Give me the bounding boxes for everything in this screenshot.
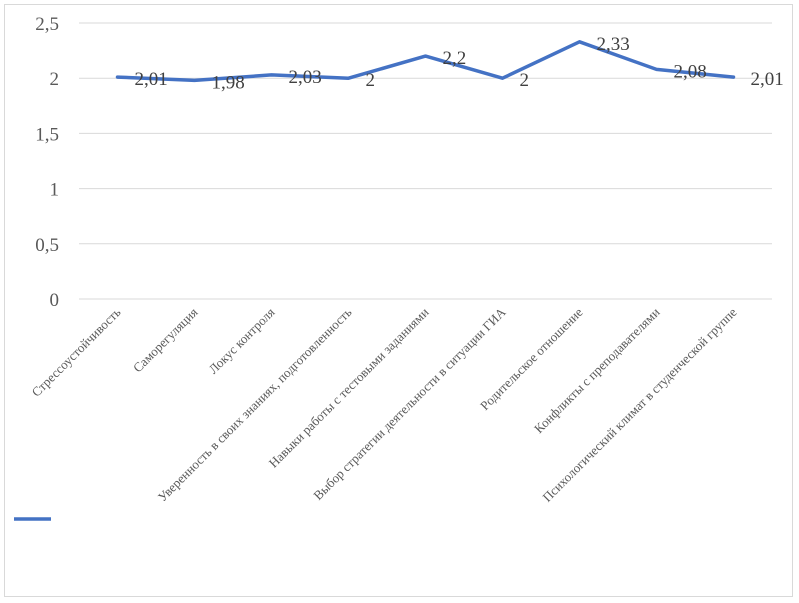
- x-axis-categories: Стрессоустойчивость Саморегуляция Локус ко…: [29, 304, 740, 505]
- data-label: 2,03: [289, 67, 322, 88]
- data-labels: 2,01 1,98 2,03 2 2,2 2 2,33 2,08 2,01: [135, 34, 784, 94]
- gridlines: [79, 22, 772, 300]
- data-label: 1,98: [212, 72, 245, 93]
- x-category-label: Локус контроля: [206, 305, 278, 377]
- series-line: [115, 40, 736, 83]
- chart-area: [4, 4, 793, 597]
- data-label: 2: [520, 70, 530, 91]
- x-category-label: Конфликты с преподавателями: [531, 304, 663, 436]
- x-category-label: Стрессоустойчивость: [29, 304, 124, 399]
- series-group: [115, 40, 736, 83]
- data-label: 2,01: [135, 69, 168, 90]
- y-tick-label: 0: [50, 290, 60, 311]
- y-tick-label: 2: [50, 69, 60, 90]
- data-label: 2,2: [443, 48, 467, 69]
- y-tick-label: 2,5: [35, 14, 59, 35]
- y-tick-label: 0,5: [35, 235, 59, 256]
- y-axis-ticks: 0 0,5 1 1,5 2 2,5: [35, 14, 59, 311]
- y-tick-label: 1,5: [35, 124, 59, 145]
- data-label: 2: [366, 70, 376, 91]
- y-tick-label: 1: [50, 180, 60, 201]
- data-label: 2,33: [597, 34, 630, 55]
- x-category-label: Навыки работы с тестовыми заданиями: [266, 304, 432, 470]
- x-category-label: Саморегуляция: [130, 305, 201, 376]
- data-label: 2,08: [674, 61, 707, 82]
- data-label: 2,01: [751, 69, 784, 90]
